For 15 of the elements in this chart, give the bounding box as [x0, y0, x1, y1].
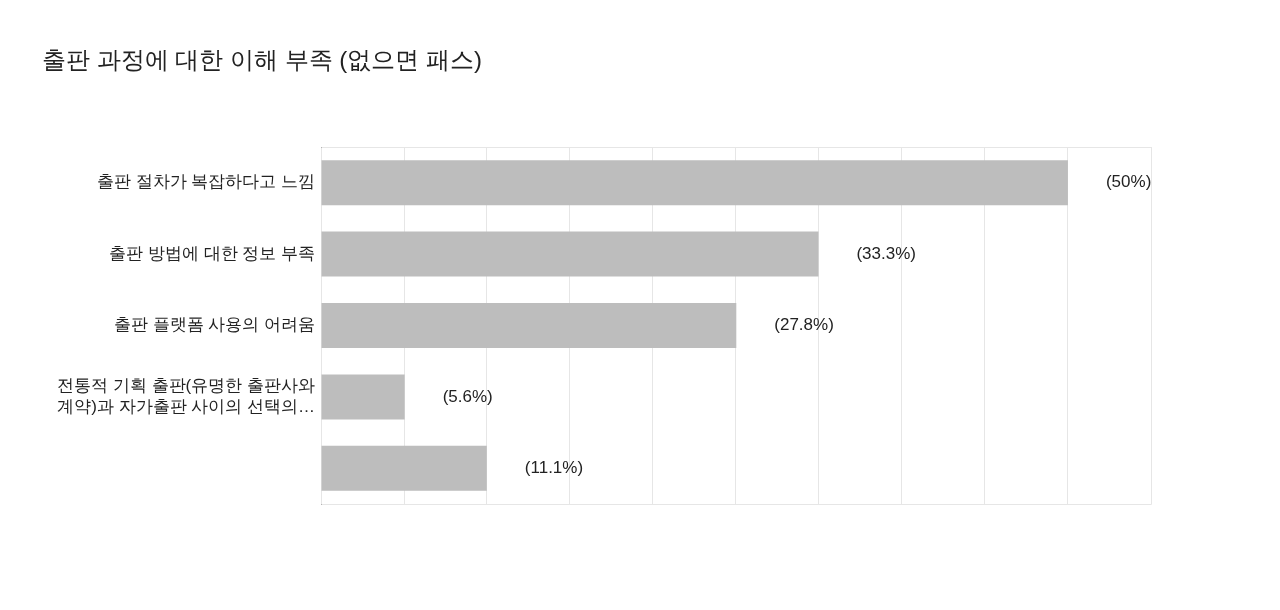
- bar: [321, 231, 819, 277]
- y-tick-label: 출판 절차가 복잡하다고 느낌: [96, 172, 315, 192]
- y-tick-label: 출판 플랫폼 사용의 어려움: [113, 315, 315, 335]
- y-tick-label: 출판 방법에 대한 정보 부족: [109, 243, 315, 263]
- data-label: (27.8%): [774, 315, 834, 335]
- bar: [321, 374, 405, 420]
- bar: [321, 303, 737, 348]
- data-label: (50%): [1105, 172, 1152, 192]
- bar: [321, 160, 1068, 206]
- data-label: (5.6%): [442, 386, 493, 406]
- bar: [321, 445, 487, 491]
- data-label: (33.3%): [856, 243, 916, 263]
- chart-title: 출판 과정에 대한 이해 부족 (없으면 패스): [42, 45, 482, 75]
- y-tick-label: 전통적 기획 출판(유명한 출판사와 계약)과 자가출판 사이의 선택의…: [57, 376, 315, 416]
- data-label: (11.1%): [524, 457, 584, 477]
